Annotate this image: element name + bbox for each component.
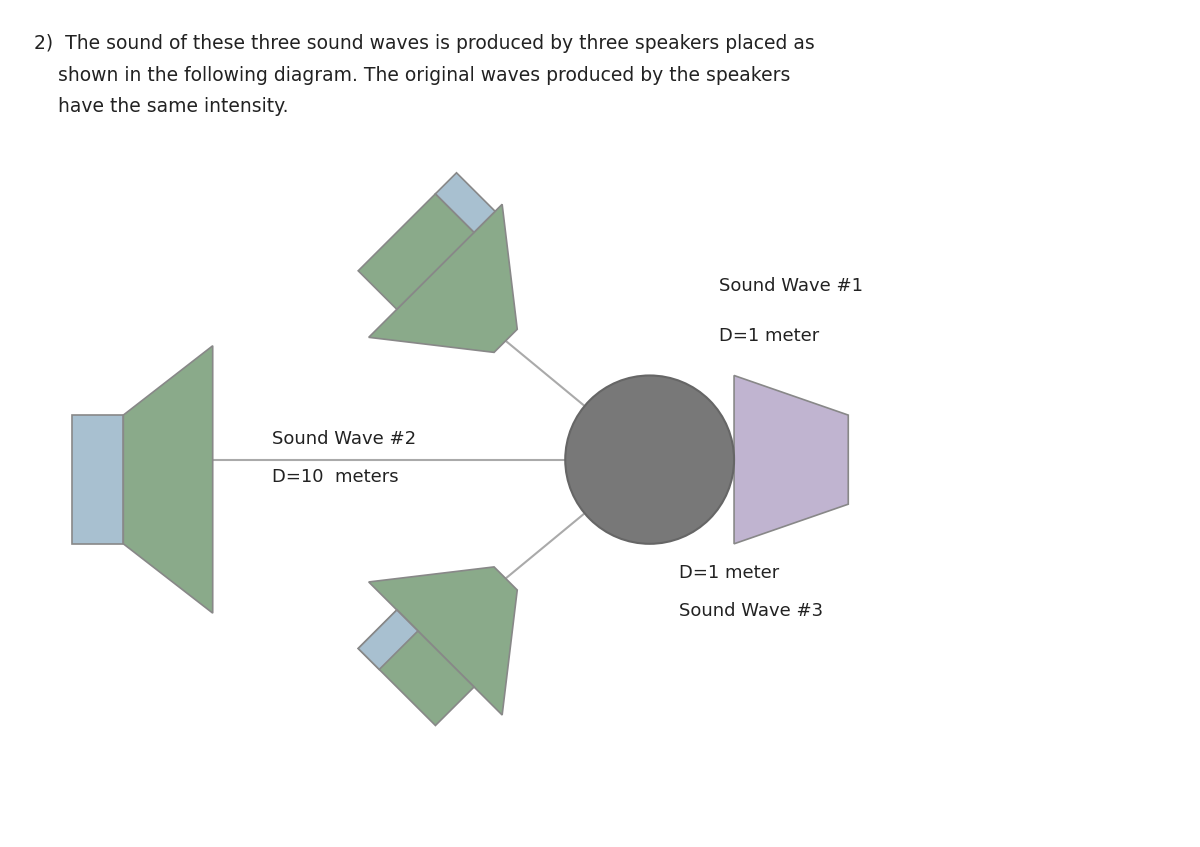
Circle shape bbox=[565, 375, 734, 544]
Polygon shape bbox=[72, 415, 124, 544]
Polygon shape bbox=[358, 610, 418, 669]
Text: have the same intensity.: have the same intensity. bbox=[34, 97, 288, 116]
Text: Sound Wave #1: Sound Wave #1 bbox=[719, 277, 863, 296]
Polygon shape bbox=[124, 346, 212, 613]
Text: 2)  The sound of these three sound waves is produced by three speakers placed as: 2) The sound of these three sound waves … bbox=[34, 34, 815, 53]
Polygon shape bbox=[358, 610, 474, 726]
Polygon shape bbox=[436, 173, 496, 232]
Polygon shape bbox=[368, 567, 517, 715]
Text: D=10  meters: D=10 meters bbox=[272, 468, 398, 485]
Text: D=1 meter: D=1 meter bbox=[679, 564, 780, 583]
Polygon shape bbox=[358, 194, 474, 309]
Text: shown in the following diagram. The original waves produced by the speakers: shown in the following diagram. The orig… bbox=[34, 65, 791, 85]
Polygon shape bbox=[368, 204, 517, 352]
Text: D=1 meter: D=1 meter bbox=[719, 327, 820, 345]
Text: Sound Wave #3: Sound Wave #3 bbox=[679, 602, 823, 620]
Text: Sound Wave #2: Sound Wave #2 bbox=[272, 430, 416, 448]
Polygon shape bbox=[734, 375, 848, 544]
